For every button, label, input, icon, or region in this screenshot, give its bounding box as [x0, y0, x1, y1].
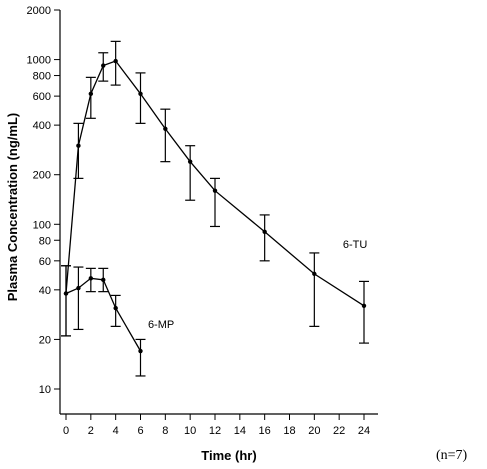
data-point-6-tu-8 — [163, 127, 167, 131]
data-point-6-tu-24 — [362, 304, 366, 308]
data-point-6-tu-3 — [101, 63, 105, 67]
data-point-6-mp-4 — [113, 306, 117, 310]
x-tick-label-2: 2 — [88, 425, 94, 437]
data-point-6-tu-6 — [138, 92, 142, 96]
data-point-6-tu-1 — [76, 144, 80, 148]
data-point-6-tu-10 — [188, 159, 192, 163]
data-point-6-tu-4 — [113, 59, 117, 63]
data-point-6-tu-16 — [262, 230, 266, 234]
x-tick-label-22: 22 — [333, 425, 345, 437]
data-point-6-mp-1 — [76, 286, 80, 290]
data-point-6-tu-2 — [89, 92, 93, 96]
y-tick-label-60: 60 — [39, 256, 51, 268]
x-tick-label-4: 4 — [113, 425, 119, 437]
series-label-6-tu: 6-TU — [343, 239, 368, 251]
y-tick-label-80: 80 — [39, 235, 51, 247]
y-axis-title: Plasma Concentration (ng/mL) — [5, 113, 20, 302]
y-tick-label-800: 800 — [33, 71, 51, 83]
x-tick-label-12: 12 — [209, 425, 221, 437]
x-tick-label-24: 24 — [358, 425, 370, 437]
data-point-6-mp-2 — [89, 276, 93, 280]
x-tick-label-10: 10 — [184, 425, 196, 437]
x-tick-label-6: 6 — [137, 425, 143, 437]
data-point-6-tu-20 — [312, 272, 316, 276]
x-tick-label-14: 14 — [234, 425, 246, 437]
data-point-6-tu-12 — [213, 188, 217, 192]
series-6-tu — [61, 41, 369, 343]
y-tick-label-100: 100 — [33, 219, 51, 231]
y-tick-label-400: 400 — [33, 120, 51, 132]
series-layer — [61, 41, 369, 376]
series-label-6-mp: 6-MP — [148, 319, 174, 331]
x-tick-label-8: 8 — [162, 425, 168, 437]
series-6-mp — [61, 266, 146, 376]
y-tick-label-40: 40 — [39, 285, 51, 297]
y-tick-label-20: 20 — [39, 334, 51, 346]
x-tick-label-18: 18 — [283, 425, 295, 437]
y-tick-label-2000: 2000 — [27, 5, 51, 17]
y-tick-label-1000: 1000 — [27, 55, 51, 67]
data-point-6-mp-0 — [64, 291, 68, 295]
y-tick-label-200: 200 — [33, 170, 51, 182]
x-tick-label-20: 20 — [308, 425, 320, 437]
axes — [60, 10, 378, 414]
y-tick-label-10: 10 — [39, 384, 51, 396]
y-tick-label-600: 600 — [33, 91, 51, 103]
sample-size-note: (n=7) — [436, 448, 467, 464]
x-tick-label-16: 16 — [259, 425, 271, 437]
x-axis-title: Time (hr) — [201, 448, 256, 463]
data-point-6-mp-6 — [138, 349, 142, 353]
data-point-6-mp-3 — [101, 278, 105, 282]
x-tick-label-0: 0 — [63, 425, 69, 437]
